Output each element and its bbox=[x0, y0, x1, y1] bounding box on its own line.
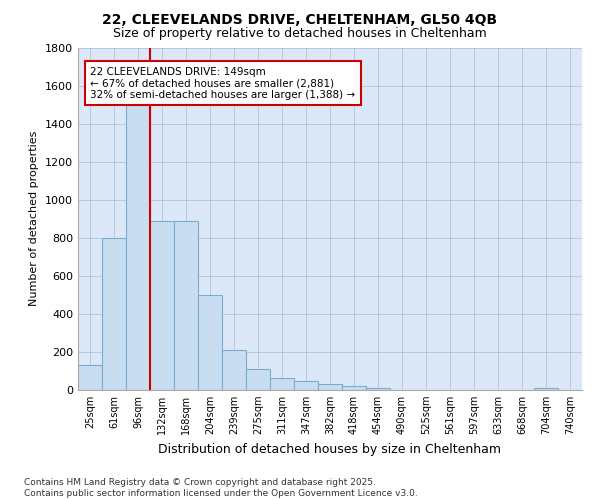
Bar bbox=[150, 220, 174, 390]
Bar bbox=[318, 384, 342, 390]
Bar bbox=[198, 295, 222, 390]
Bar bbox=[222, 350, 246, 390]
Bar bbox=[102, 238, 126, 390]
Text: 22, CLEEVELANDS DRIVE, CHELTENHAM, GL50 4QB: 22, CLEEVELANDS DRIVE, CHELTENHAM, GL50 … bbox=[103, 12, 497, 26]
Text: Size of property relative to detached houses in Cheltenham: Size of property relative to detached ho… bbox=[113, 28, 487, 40]
Bar bbox=[126, 104, 150, 390]
Bar bbox=[294, 382, 318, 390]
Bar bbox=[366, 388, 390, 390]
X-axis label: Distribution of detached houses by size in Cheltenham: Distribution of detached houses by size … bbox=[158, 442, 502, 456]
Bar bbox=[534, 388, 558, 390]
Bar bbox=[174, 220, 198, 390]
Text: Contains HM Land Registry data © Crown copyright and database right 2025.
Contai: Contains HM Land Registry data © Crown c… bbox=[24, 478, 418, 498]
Text: 22 CLEEVELANDS DRIVE: 149sqm
← 67% of detached houses are smaller (2,881)
32% of: 22 CLEEVELANDS DRIVE: 149sqm ← 67% of de… bbox=[91, 66, 356, 100]
Y-axis label: Number of detached properties: Number of detached properties bbox=[29, 131, 40, 306]
Bar bbox=[78, 366, 102, 390]
Bar bbox=[270, 378, 294, 390]
Bar bbox=[342, 386, 366, 390]
Bar bbox=[246, 369, 270, 390]
